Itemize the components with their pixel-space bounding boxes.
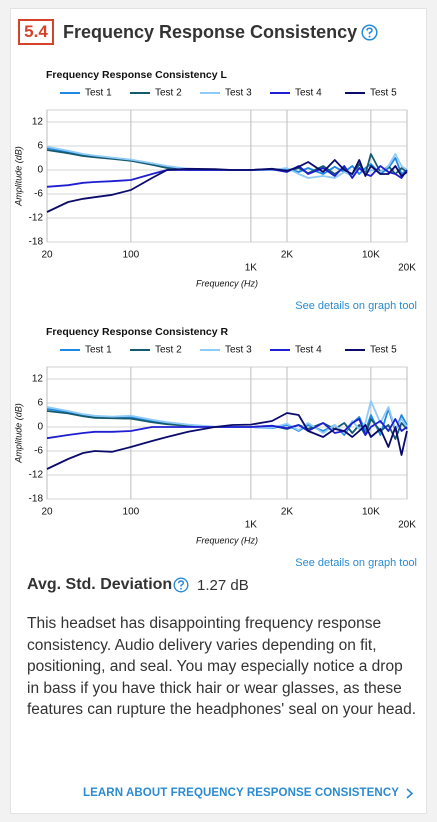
y-tick-label: -6 [34, 446, 43, 457]
y-tick-label: 0 [37, 422, 43, 433]
legend-label: Test 3 [225, 88, 252, 99]
y-tick-label: 12 [32, 117, 44, 128]
stat-value: 1.27 dB [197, 577, 249, 594]
x-tick-label: 20K [398, 520, 416, 531]
x-tick-label: 10K [362, 250, 380, 261]
series-line [46, 159, 408, 213]
chart: Frequency Response Consistency L Test 1 Te… [13, 69, 416, 289]
y-axis-label: Amplitude (dB) [13, 146, 23, 207]
y-tick-label: -12 [29, 470, 44, 481]
x-tick-label: 100 [123, 250, 140, 261]
section-title: Frequency Response Consistency [63, 22, 358, 42]
y-tick-label: -18 [29, 237, 44, 248]
legend-label: Test 1 [85, 345, 112, 356]
legend-label: Test 5 [370, 88, 397, 99]
chevron-icon[interactable] [405, 787, 415, 800]
x-tick-label: 10K [362, 507, 380, 518]
score-badge: 5.4 [18, 19, 54, 45]
legend-label: Test 1 [85, 88, 112, 99]
y-tick-label: 6 [37, 141, 43, 152]
legend-label: Test 5 [370, 345, 397, 356]
legend-label: Test 3 [225, 345, 252, 356]
graph-tool-link[interactable]: See details on graph tool [295, 300, 417, 312]
y-tick-label: 12 [32, 374, 44, 385]
help-icon[interactable] [173, 577, 189, 593]
stat-label: Avg. Std. Deviation [27, 576, 173, 593]
y-tick-label: -6 [34, 189, 43, 200]
x-tick-label: 100 [123, 507, 140, 518]
y-tick-label: -12 [29, 213, 44, 224]
y-axis-label: Amplitude (dB) [13, 403, 23, 464]
legend-label: Test 4 [295, 88, 322, 99]
x-tick-label: 2K [281, 250, 294, 261]
x-tick-label: 20 [41, 507, 53, 518]
x-tick-label: 20 [41, 250, 53, 261]
x-tick-label: 1K [245, 520, 258, 531]
graph-tool-link[interactable]: See details on graph tool [295, 557, 417, 569]
chart-title: Frequency Response Consistency L [46, 69, 227, 81]
learn-link[interactable]: LEARN ABOUT FREQUENCY RESPONSE CONSISTEN… [82, 787, 399, 799]
y-tick-label: 6 [37, 398, 43, 409]
chart-title: Frequency Response Consistency R [46, 326, 228, 338]
legend-label: Test 4 [295, 345, 322, 356]
chart: Frequency Response Consistency R Test 1 Te… [13, 326, 416, 546]
series-line [46, 418, 408, 440]
x-tick-label: 2K [281, 507, 294, 518]
summary-text: This headset has disappointing frequency… [27, 615, 417, 718]
x-tick-label: 1K [245, 263, 258, 274]
x-axis-label: Frequency (Hz) [196, 278, 258, 288]
y-tick-label: -18 [29, 494, 44, 505]
x-tick-label: 20K [398, 263, 416, 274]
legend-label: Test 2 [155, 345, 182, 356]
legend-label: Test 2 [155, 88, 182, 99]
series-line [46, 412, 408, 470]
help-icon[interactable] [361, 24, 378, 41]
x-axis-label: Frequency (Hz) [196, 535, 258, 545]
y-tick-label: 0 [37, 165, 43, 176]
